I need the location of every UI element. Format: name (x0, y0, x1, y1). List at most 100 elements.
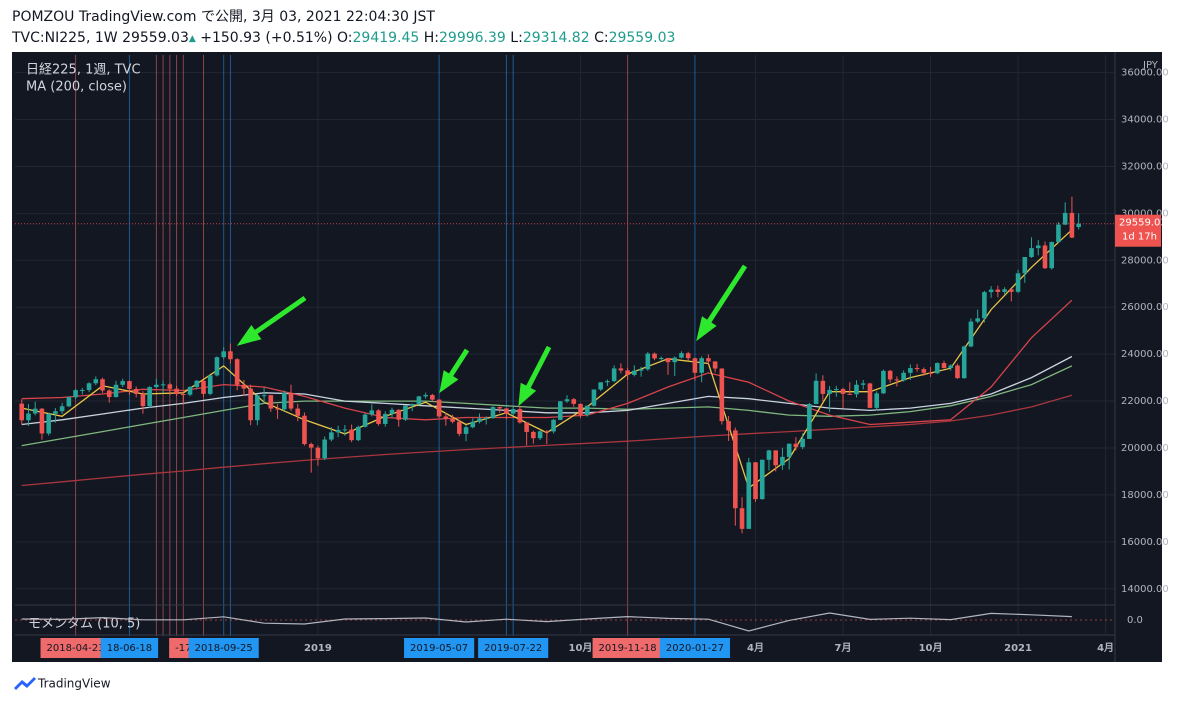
countdown-label: 1d 17h (1122, 232, 1157, 243)
candle-body (894, 379, 900, 381)
candle-body (93, 379, 99, 384)
candle-body (510, 409, 516, 414)
y-tick-label: 36000.00 (1121, 68, 1169, 79)
x-tick-label: 7月 (835, 642, 852, 654)
candle-body (934, 363, 940, 374)
candle-body (1009, 289, 1014, 292)
candle-body (403, 405, 408, 420)
candle-body (329, 432, 334, 440)
candle-body (759, 459, 765, 500)
last-price-tag (1115, 214, 1161, 247)
h-label: H: (424, 30, 439, 46)
candle-body (443, 416, 449, 419)
candle-body (928, 372, 933, 374)
marker-label: 2019-07-22 (478, 638, 549, 658)
candle-body (632, 370, 637, 375)
candle-body (968, 321, 974, 347)
o-value: 29419.45 (353, 30, 420, 46)
candle-body (59, 406, 65, 412)
candle-body (867, 383, 873, 408)
candle-body (201, 380, 206, 394)
candle-body (605, 381, 610, 383)
candle-body (955, 365, 960, 379)
candle-body (800, 438, 805, 448)
candle-body (854, 384, 859, 395)
candle-body (167, 384, 173, 389)
candle-body (786, 443, 792, 457)
candle-body (174, 388, 179, 395)
c-value: 29559.03 (609, 30, 676, 46)
candle-body (120, 381, 126, 385)
marker-label: 2019-05-07 (404, 638, 475, 658)
footer-text: TradingView (37, 677, 111, 691)
candle-body (685, 353, 691, 359)
candle-body (766, 450, 772, 460)
candle-body (100, 379, 105, 391)
candle-body (1076, 223, 1081, 227)
candle-body (578, 403, 583, 415)
candle-body (652, 353, 657, 359)
last: 29559.03 (122, 30, 189, 46)
y-tick-label: 30000.00 (1121, 208, 1169, 219)
candle-body (1049, 242, 1055, 269)
c-label: C: (594, 30, 609, 46)
candle-body (430, 395, 435, 400)
x-tick-label: 2021 (1004, 643, 1032, 654)
candle-body (248, 388, 253, 421)
candle-body (1056, 224, 1061, 243)
candle-body (840, 389, 846, 394)
candle-body (908, 368, 913, 373)
candle-body (39, 408, 45, 434)
axes: 14000.00 16000.00 18000.00 20000.00 22000.00… (40, 68, 1169, 658)
candle-body (753, 462, 758, 500)
annotation-arrow (696, 316, 717, 342)
marker-label-box (100, 638, 159, 658)
currency: JPY (1142, 60, 1159, 71)
annotation-arrow (448, 348, 470, 377)
marker-label-text: 2019-05-07 (410, 643, 468, 654)
candle-body (207, 375, 213, 394)
candle-body (874, 393, 879, 408)
candle-body (194, 380, 200, 387)
candle-body (322, 439, 327, 459)
candle-body (941, 363, 947, 368)
candle-body (988, 289, 994, 293)
marker-label-box (404, 638, 475, 658)
moving-average (21, 355, 1073, 426)
candle-body (1002, 289, 1007, 292)
candle-body (53, 411, 58, 414)
marker-label-text: -17 (175, 643, 191, 654)
candle-body (1022, 257, 1028, 274)
candle-body (739, 508, 745, 529)
candle-body (524, 422, 529, 432)
candle-body (32, 408, 38, 414)
candle-body (436, 399, 442, 417)
candle-body (19, 403, 25, 421)
candle-body (504, 408, 509, 414)
marker-label: 2018-04-23 (40, 638, 111, 658)
annotation-arrow (254, 295, 307, 335)
plot (15, 196, 1115, 534)
candle-body (268, 395, 274, 409)
candle-body (160, 384, 166, 386)
logo-icon (14, 677, 36, 690)
y-tick-label: 28000.00 (1121, 255, 1169, 266)
candle-body (483, 418, 489, 420)
candle-body (140, 393, 146, 407)
momentum-pane: モメンタム (10, 5) (15, 612, 1115, 632)
candle-body (699, 358, 704, 373)
marker-label-text: 2019-11-18 (599, 643, 657, 654)
annotation-arrow (525, 345, 552, 389)
candle-body (780, 456, 785, 466)
candle-body (221, 351, 226, 358)
annotation-arrow (518, 382, 537, 407)
candle-body (490, 407, 496, 419)
candle-body (746, 462, 752, 529)
last-price-label: 29559.03 (1119, 218, 1167, 229)
candle-body (611, 368, 617, 382)
marker-label-box (478, 638, 549, 658)
candle-body (961, 346, 967, 379)
x-tick-label: 4月 (1097, 642, 1114, 654)
candle-body (463, 427, 469, 434)
